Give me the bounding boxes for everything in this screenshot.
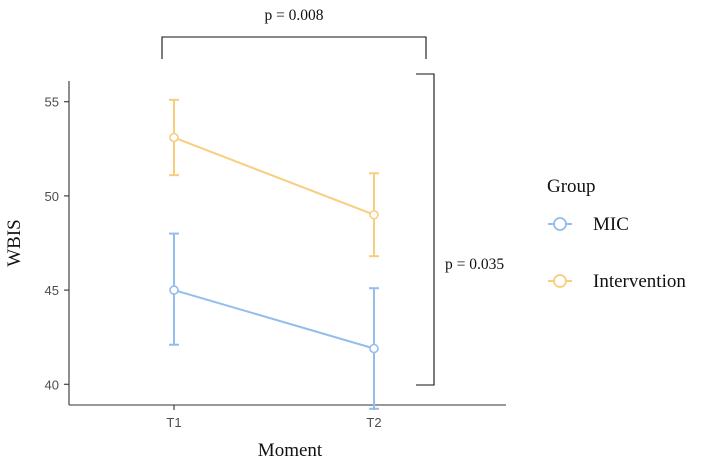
x-tick-label: T1 [166, 415, 181, 430]
x-ticks: T1 T2 [166, 405, 382, 430]
series-layer [169, 98, 379, 410]
y-tick-label: 55 [45, 95, 59, 110]
legend-label: MIC [593, 214, 629, 235]
x-axis-label: Moment [258, 440, 323, 461]
y-tick-label: 40 [45, 377, 59, 392]
y-tick-label: 50 [45, 189, 59, 204]
data-point [169, 132, 179, 143]
bracket-top [161, 36, 427, 59]
legend-item-mic: MIC [548, 214, 629, 235]
series-intervention [169, 98, 379, 258]
series-line [173, 289, 375, 350]
data-point [369, 209, 379, 220]
annotation-p-right: p = 0.035 [445, 256, 504, 273]
x-tick-label: T2 [366, 415, 381, 430]
bracket-right [416, 73, 435, 386]
y-tick-label: 45 [45, 283, 59, 298]
legend-key-marker [553, 217, 567, 231]
legend: Group MIC Intervention [547, 176, 686, 292]
y-axis-label: WBIS [4, 219, 25, 267]
annotation-p-top: p = 0.008 [264, 7, 323, 24]
legend-label: Intervention [593, 271, 686, 292]
legend-items: MIC Intervention [548, 214, 686, 292]
legend-key-marker [553, 274, 567, 288]
series-mic [169, 232, 379, 410]
legend-title: Group [547, 176, 596, 197]
y-ticks: 40 45 50 55 [45, 95, 69, 392]
series-line [173, 136, 375, 216]
data-point [169, 285, 179, 295]
legend-item-intervention: Intervention [548, 271, 686, 292]
data-point [369, 343, 379, 354]
